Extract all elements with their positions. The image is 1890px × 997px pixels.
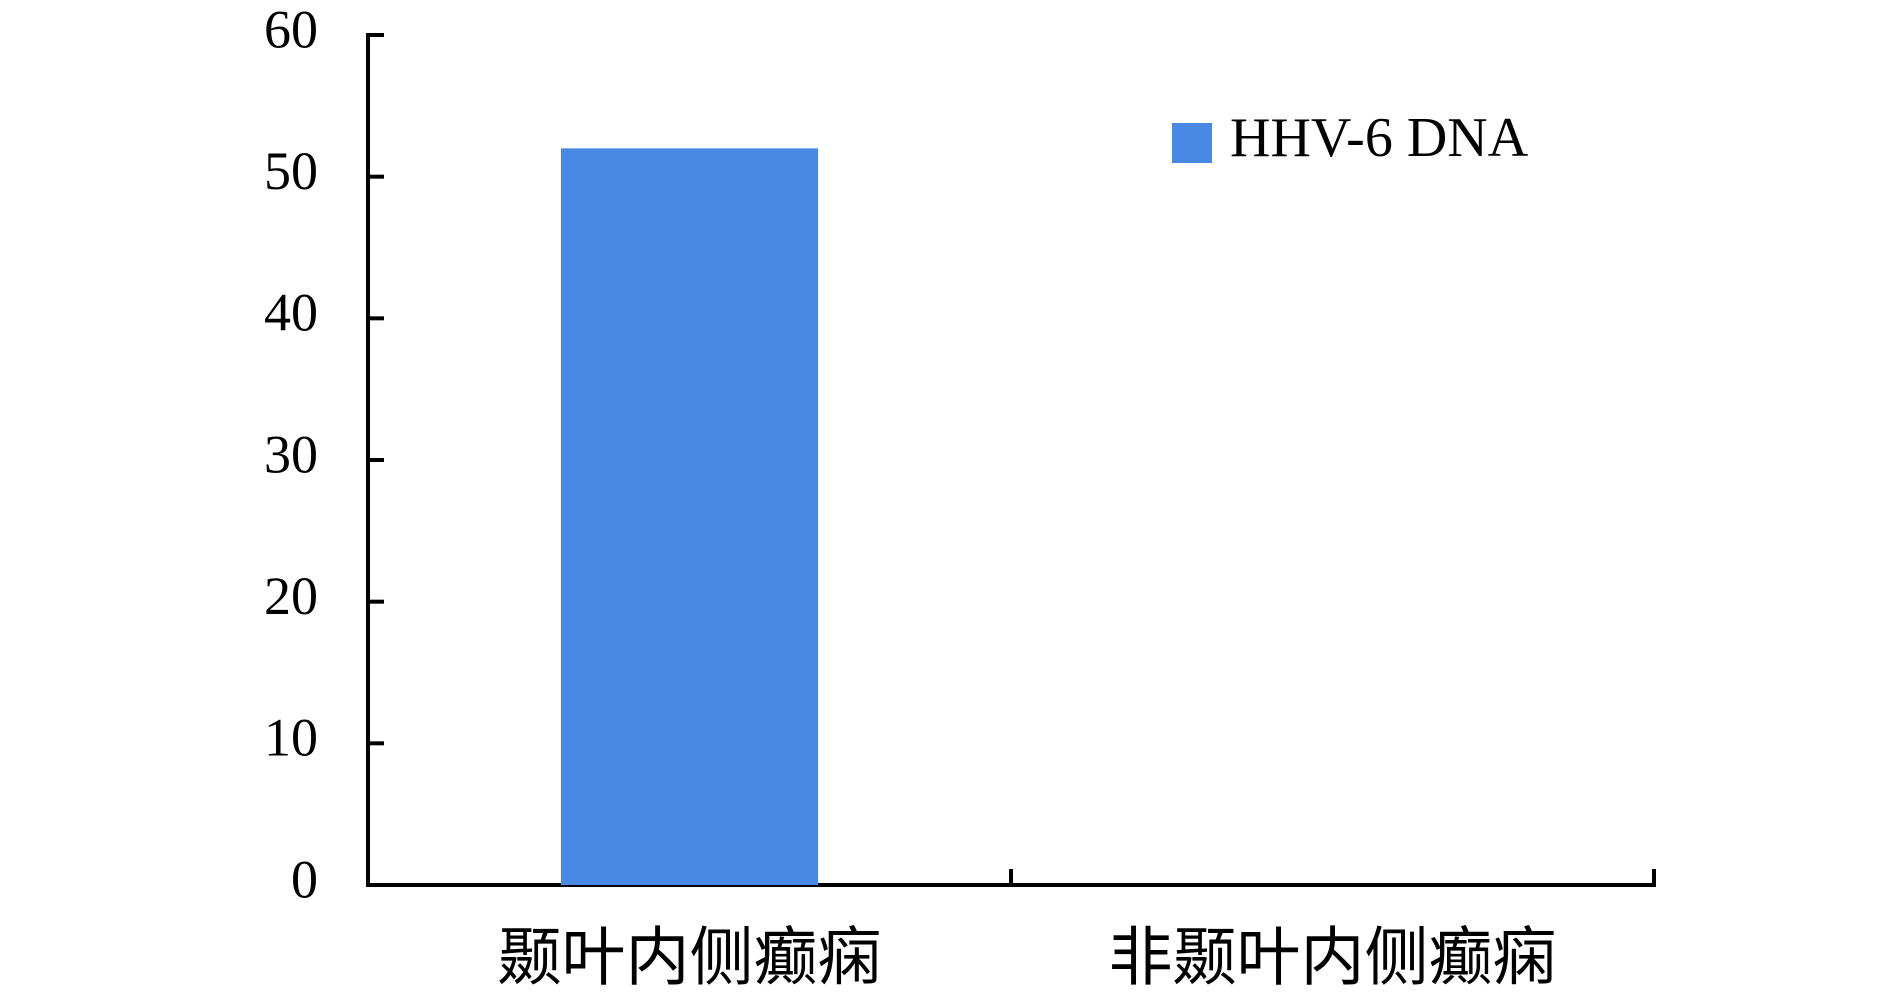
x-tick-label: 颞叶内侧癫痫 — [498, 923, 882, 994]
legend-label: HHV-6 DNA — [1230, 107, 1529, 169]
y-tick-label: 60 — [264, 0, 318, 59]
bar — [560, 148, 819, 886]
y-tick-label: 30 — [264, 424, 318, 484]
y-tick-label: 20 — [264, 566, 318, 626]
y-tick-label: 0 — [291, 849, 318, 909]
legend-swatch — [1172, 123, 1212, 163]
y-tick-label: 50 — [264, 141, 318, 201]
y-tick-label: 10 — [264, 708, 318, 768]
y-tick-label: 40 — [264, 283, 318, 343]
x-tick-label: 非颞叶内侧癫痫 — [1109, 923, 1557, 994]
